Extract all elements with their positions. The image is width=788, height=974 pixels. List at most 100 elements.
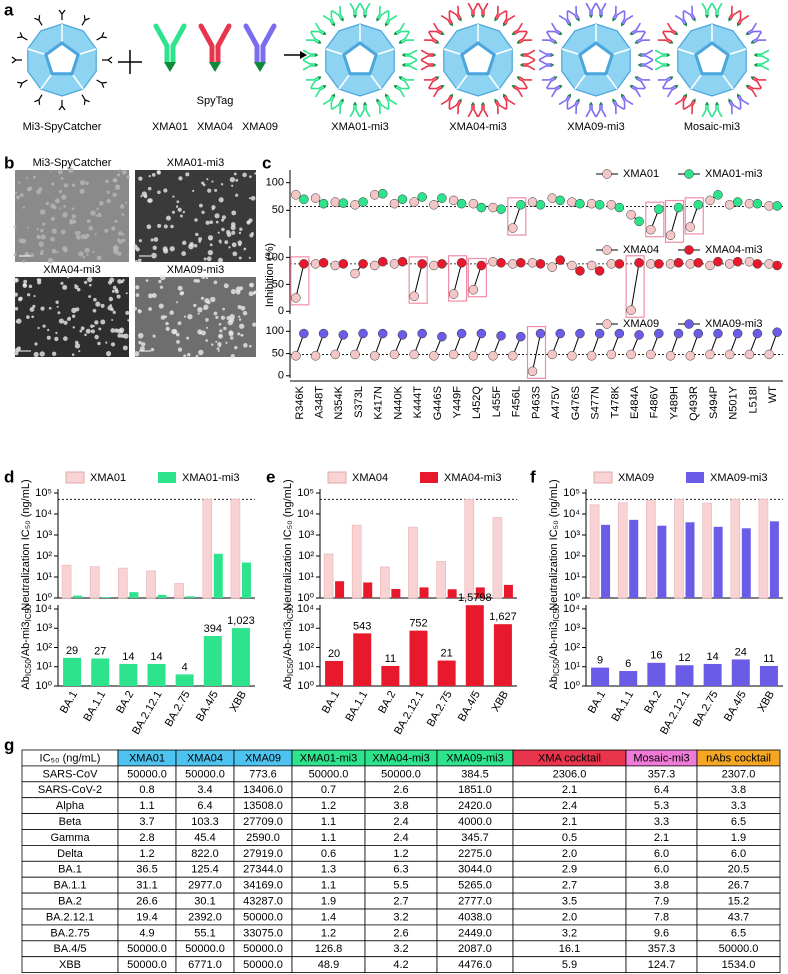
legend-marker bbox=[684, 245, 694, 255]
dot bbox=[567, 351, 577, 361]
spycatcher bbox=[58, 9, 66, 20]
antibody bbox=[385, 10, 398, 27]
y-axis-label: AbIC50/Ab-mi3IC50 bbox=[548, 604, 561, 690]
table-text: 2777.0 bbox=[458, 895, 492, 907]
antibody-arm bbox=[538, 59, 553, 71]
antibody-arm bbox=[567, 100, 580, 115]
ratio-bar bbox=[619, 671, 638, 686]
em-particle bbox=[88, 225, 94, 231]
em-particle bbox=[153, 237, 159, 242]
dot bbox=[732, 328, 743, 339]
em-particle bbox=[177, 285, 183, 291]
em-particle bbox=[226, 230, 231, 235]
antibody bbox=[750, 31, 767, 44]
em-particle bbox=[78, 251, 84, 257]
dot bbox=[429, 351, 439, 361]
y-tick-label: 10⁴ bbox=[297, 603, 314, 615]
x-tick-label: L452Q bbox=[471, 386, 483, 419]
dot bbox=[330, 349, 341, 360]
table-text: 126.8 bbox=[315, 943, 343, 955]
highlight-box bbox=[684, 197, 704, 235]
em-particle bbox=[195, 232, 199, 237]
em-particle bbox=[201, 275, 206, 280]
dot bbox=[732, 256, 743, 267]
dot bbox=[772, 260, 782, 271]
antibody-arm bbox=[674, 95, 687, 110]
em-particle bbox=[139, 346, 145, 352]
em-particle bbox=[170, 224, 174, 229]
spytag bbox=[322, 31, 327, 35]
highlight-box bbox=[625, 255, 645, 318]
em-particle bbox=[117, 239, 123, 244]
dot bbox=[291, 351, 301, 361]
antibody bbox=[428, 22, 445, 35]
em-particle bbox=[96, 255, 102, 261]
dot bbox=[606, 259, 617, 269]
em-particle bbox=[13, 253, 17, 257]
em-particle bbox=[151, 292, 157, 298]
table-text: 2420.0 bbox=[458, 800, 492, 812]
spycatcher bbox=[96, 32, 107, 41]
table-text: 4.9 bbox=[139, 927, 154, 939]
spycatcher bbox=[58, 100, 66, 111]
antibody bbox=[737, 93, 750, 110]
em-particle bbox=[84, 247, 90, 253]
em-particle bbox=[250, 232, 254, 236]
spytag bbox=[599, 15, 603, 19]
em-particle bbox=[90, 210, 96, 216]
nanoparticle bbox=[302, 2, 418, 118]
dot bbox=[409, 349, 419, 360]
em-particle bbox=[207, 235, 214, 241]
antibody bbox=[359, 2, 371, 19]
em-particle bbox=[238, 315, 241, 318]
table-text: 7.9 bbox=[654, 895, 669, 907]
em-particle bbox=[61, 194, 67, 200]
antibody bbox=[503, 93, 516, 110]
em-particle bbox=[94, 334, 99, 340]
table-text: 27919.0 bbox=[243, 848, 283, 860]
table-text: 1.1 bbox=[321, 880, 336, 892]
em-particle bbox=[117, 333, 122, 338]
em-particle bbox=[106, 190, 110, 194]
value-label: 14 bbox=[707, 651, 719, 663]
table-text: 6.0 bbox=[731, 848, 746, 860]
bar bbox=[657, 525, 667, 598]
table-text: 27344.0 bbox=[243, 864, 283, 876]
antibody-arm bbox=[477, 103, 489, 118]
table-text: 20.5 bbox=[728, 864, 749, 876]
table-text: 822.0 bbox=[191, 848, 219, 860]
image-title: Mi3-SpyCatcher bbox=[33, 157, 112, 169]
table-text: 50000.0 bbox=[243, 943, 283, 955]
em-particle bbox=[242, 172, 247, 178]
y-tick-label: 10⁴ bbox=[563, 508, 580, 520]
dot bbox=[468, 198, 479, 209]
antibody bbox=[305, 76, 322, 89]
dot bbox=[338, 330, 349, 340]
em-particle bbox=[218, 322, 222, 326]
em-particle bbox=[223, 326, 227, 331]
spytag bbox=[553, 76, 558, 80]
antibody-arm bbox=[349, 2, 361, 17]
spycatcher bbox=[81, 94, 90, 105]
x-tick-label: BA.1 bbox=[320, 689, 342, 716]
em-particle bbox=[219, 241, 222, 244]
spytag bbox=[737, 22, 741, 27]
spytag bbox=[519, 53, 523, 57]
antibody bbox=[393, 22, 410, 35]
antibody-arm bbox=[752, 31, 767, 44]
table-text: 773.6 bbox=[249, 768, 277, 780]
antibody bbox=[516, 76, 533, 89]
em-particle bbox=[41, 222, 46, 226]
y-tick-label: 0 bbox=[278, 305, 284, 317]
em-particle bbox=[19, 193, 24, 198]
em-particle bbox=[94, 233, 97, 236]
y-axis-label-part: /Ab-mi3 bbox=[548, 621, 560, 659]
nanoparticle bbox=[538, 2, 654, 118]
table-text: 6.5 bbox=[731, 927, 746, 939]
em-particle bbox=[98, 327, 102, 331]
table-text: 0.8 bbox=[139, 784, 154, 796]
dot bbox=[586, 198, 597, 209]
bar bbox=[351, 524, 362, 599]
antibody-arm bbox=[305, 76, 320, 89]
y-tick-label: 10⁵ bbox=[35, 487, 52, 499]
